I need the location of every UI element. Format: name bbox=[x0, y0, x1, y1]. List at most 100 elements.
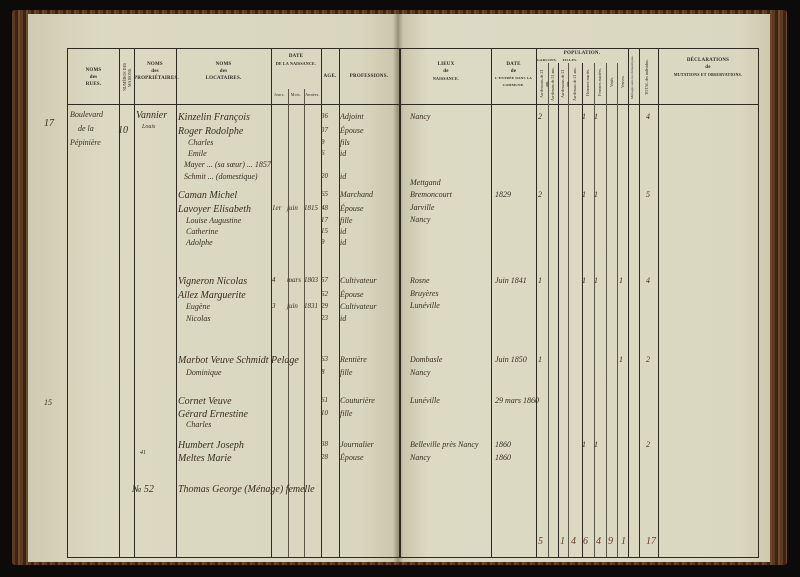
profession: Rentière bbox=[340, 355, 367, 364]
header-mois: Mois. bbox=[290, 92, 302, 97]
header-proprietaires: NOMS des PROPRIÉTAIRES. bbox=[134, 62, 179, 81]
column-total: 5 bbox=[538, 536, 543, 547]
boys-under-21: 2 bbox=[538, 112, 542, 121]
profession: Épouse bbox=[340, 126, 364, 135]
boys-under-21: 2 bbox=[538, 190, 542, 199]
married-women: 1 bbox=[594, 190, 598, 199]
birthplace: Dombasle bbox=[410, 355, 443, 364]
profession: fils bbox=[340, 138, 350, 147]
total-individuals: 2 bbox=[646, 440, 650, 449]
profession: fille bbox=[340, 368, 353, 377]
column-total: 4 bbox=[571, 536, 576, 547]
birthplace: Rosne bbox=[410, 276, 430, 285]
profession: Épouse bbox=[340, 204, 364, 213]
tenant-name: Cornet Veuve bbox=[178, 396, 232, 407]
age: 15 bbox=[321, 227, 328, 235]
birth-day: 1er bbox=[272, 204, 282, 212]
street-name: de la bbox=[78, 124, 94, 133]
birth-day: 3 bbox=[272, 302, 276, 310]
birthplace: Lunéville bbox=[410, 396, 440, 405]
header-numeros: NUMÉROS DES MAISONS. bbox=[122, 62, 132, 92]
tenant-name: Allez Marguerite bbox=[178, 290, 246, 301]
total-individuals: 2 bbox=[646, 355, 650, 364]
left-page bbox=[28, 14, 398, 562]
tenant-name: Louise Augustine bbox=[186, 216, 242, 225]
margin-note: 17 bbox=[44, 118, 54, 129]
tenant-name: Mayer ... (sa sœur) ... 1857 bbox=[184, 160, 271, 169]
profession: Marchand bbox=[340, 190, 374, 199]
header-veuves: Veuves. bbox=[620, 75, 625, 89]
tenant-name: Lavoyer Elisabeth bbox=[178, 204, 252, 215]
tenant-name: Caman Michel bbox=[178, 190, 238, 201]
age: 9 bbox=[321, 238, 325, 246]
birth-month: juin bbox=[287, 302, 298, 310]
tenant-name: Vigneron Nicolas bbox=[178, 276, 248, 287]
margin-note: 41 bbox=[140, 450, 146, 456]
tenant-name: Meltes Marie bbox=[178, 453, 232, 464]
age: 48 bbox=[321, 204, 328, 212]
profession: Couturière bbox=[340, 396, 375, 405]
age: 38 bbox=[321, 440, 328, 448]
birthplace: Nancy bbox=[410, 368, 431, 377]
tenant-name: Dominique bbox=[186, 368, 222, 377]
entry-date: Juin 1850 bbox=[495, 355, 527, 364]
married-women: 1 bbox=[594, 440, 598, 449]
profession: id bbox=[340, 227, 347, 236]
birth-month: mars bbox=[287, 276, 302, 284]
left-register-table: NOMS des RUES. NUMÉROS DES MAISONS. NOMS de… bbox=[67, 48, 400, 558]
header-lieux: LIEUX de NAISSANCE. bbox=[432, 62, 460, 81]
age: 20 bbox=[321, 172, 328, 180]
birthplace: Mettgand bbox=[410, 178, 441, 187]
married-men: 1 bbox=[582, 112, 586, 121]
birth-year: 1815 bbox=[304, 204, 318, 212]
street-name: Boulevard bbox=[70, 110, 104, 119]
married-men: 1 bbox=[582, 190, 586, 199]
age: 36 bbox=[321, 112, 328, 120]
age: 8 bbox=[321, 368, 325, 376]
header-date-entree: DATE de L'ENTRÉE DANS LA COMMUNE. bbox=[494, 62, 533, 87]
profession: id bbox=[340, 149, 347, 158]
profession: id bbox=[340, 172, 347, 181]
boys-under-21: 1 bbox=[538, 276, 542, 285]
age: 52 bbox=[321, 290, 328, 298]
header-garcons: GARÇONS. bbox=[537, 58, 557, 62]
age: 23 bbox=[321, 314, 328, 322]
header-filles-moins-21: Au-dessous de 21 ans. bbox=[560, 69, 570, 99]
header-garcons-moins-21: Au-dessous de 21 ans. bbox=[539, 69, 549, 99]
age: 61 bbox=[321, 396, 328, 404]
column-total: 17 bbox=[646, 536, 656, 547]
tenant-name: Gérard Ernestine bbox=[178, 409, 248, 420]
header-hommes-maries: Hommes mariés. bbox=[585, 68, 590, 96]
header-jours: Jours. bbox=[274, 92, 285, 97]
header-age: AGE. bbox=[323, 74, 337, 79]
tenant-name: Humbert Joseph bbox=[178, 440, 244, 451]
birthplace: Bremoncourt bbox=[410, 190, 452, 199]
widows: 1 bbox=[619, 355, 623, 364]
header-filles-plus-21: Au-dessus de 21 ans. bbox=[572, 67, 577, 101]
profession: Épouse bbox=[340, 453, 364, 462]
tenant-name: Kinzelin François bbox=[178, 112, 250, 123]
tenant-name: Roger Rodolphe bbox=[178, 126, 244, 137]
header-femmes-mariees: Femmes mariées. bbox=[597, 68, 602, 96]
married-women: 1 bbox=[594, 276, 598, 285]
total-individuals: 4 bbox=[646, 112, 650, 121]
street-name: Pépinière bbox=[70, 138, 101, 147]
tenant-name: Emile bbox=[188, 149, 207, 158]
margin-note: № 52 bbox=[132, 484, 154, 495]
header-menages: Ménages sans les domestiques. bbox=[630, 55, 634, 99]
entry-date: Juin 1841 bbox=[495, 276, 527, 285]
header-divider bbox=[68, 104, 399, 105]
birth-year: 1831 bbox=[304, 302, 318, 310]
married-men: 1 bbox=[582, 440, 586, 449]
entry-date: 1860 bbox=[495, 453, 511, 462]
header-garcons-plus-21: Au-dessus de 21 ans. bbox=[550, 67, 555, 101]
tenant-name: Marbot Veuve Schmidt Pelage bbox=[178, 355, 299, 366]
tenant-name: Charles bbox=[188, 138, 214, 147]
married-men: 1 bbox=[582, 276, 586, 285]
age: 29 bbox=[321, 302, 328, 310]
birthplace: Belleville près Nancy bbox=[410, 440, 479, 449]
header-filles: FILLES. bbox=[562, 58, 578, 62]
profession: id bbox=[340, 314, 347, 323]
profession: fille bbox=[340, 409, 353, 418]
header-declarations: DÉCLARATIONS de MUTATIONS ET OBSERVATIONS. bbox=[673, 58, 743, 77]
